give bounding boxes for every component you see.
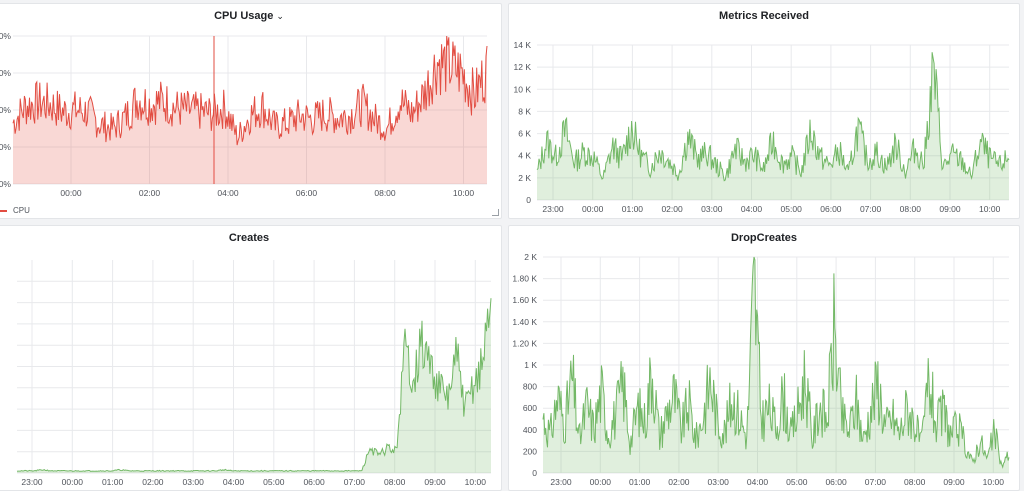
cpu-usage-panel[interactable]: CPU Usage⌄ 0% 0% 0% 0% 0% 00:00 02:00 04:00 06:0…	[0, 3, 502, 219]
x-tick-label: 23:00	[21, 477, 43, 487]
dropcreates-title: DropCreates	[730, 232, 798, 244]
x-tick-label: 09:00	[424, 477, 446, 487]
metrics-received-panel[interactable]: Metrics Received 0 2 K 4 K 6 K 8 K 10 K 12 K 14…	[508, 3, 1020, 219]
panel-title[interactable]: Metrics Received	[509, 10, 1019, 22]
dropcreates-panel[interactable]: DropCreates 0 200 400 600 800 1 K 1.20 K 1.40 K…	[508, 225, 1020, 491]
x-tick-label: 02:00	[668, 477, 690, 487]
x-tick-label: 02:00	[142, 477, 164, 487]
series-line[interactable]	[536, 52, 1010, 182]
x-tick-label: 23:00	[550, 477, 572, 487]
y-tick-label: 1.20 K	[512, 338, 537, 348]
x-tick-label: 10:00	[453, 188, 475, 198]
x-tick-label: 06:00	[820, 204, 842, 214]
x-tick-label: 23:00	[542, 204, 564, 214]
resize-handle-icon[interactable]	[492, 209, 499, 216]
y-tick-label: 600	[523, 403, 537, 413]
cpu-usage-title: CPU Usage	[214, 10, 274, 22]
x-tick-label: 06:00	[825, 477, 847, 487]
x-tick-label: 03:00	[701, 204, 723, 214]
y-tick-label: 1.40 K	[512, 317, 537, 327]
cpu-usage-chart[interactable]: 0% 0% 0% 0% 0% 00:00 02:00 04:00 06:00 08:00 10:00	[0, 4, 502, 219]
y-tick-label: 4 K	[518, 151, 531, 161]
panel-title[interactable]: DropCreates	[509, 232, 1019, 244]
x-tick-label: 06:00	[303, 477, 325, 487]
y-tick-label: 800	[523, 382, 537, 392]
x-tick-label: 08:00	[384, 477, 406, 487]
x-tick-label: 01:00	[622, 204, 644, 214]
x-tick-label: 09:00	[939, 204, 961, 214]
legend-label: CPU	[13, 206, 30, 215]
panel-title[interactable]: Creates	[0, 232, 501, 244]
x-tick-label: 00:00	[62, 477, 84, 487]
y-tick-label: 1.60 K	[512, 295, 537, 305]
creates-chart[interactable]: 23:00 00:00 01:00 02:00 03:00 04:00 05:00 06:00…	[0, 226, 502, 491]
x-tick-label: 05:00	[786, 477, 808, 487]
x-tick-label: 04:00	[741, 204, 763, 214]
x-tick-label: 04:00	[223, 477, 245, 487]
y-tick-label: 0%	[0, 179, 11, 189]
y-tick-label: 200	[523, 446, 537, 456]
chevron-down-icon[interactable]: ⌄	[276, 11, 284, 21]
x-tick-label: 07:00	[344, 477, 366, 487]
series-line[interactable]	[12, 35, 488, 146]
y-tick-label: 1.80 K	[512, 274, 537, 284]
x-tick-label: 01:00	[629, 477, 651, 487]
x-tick-label: 05:00	[781, 204, 803, 214]
creates-title: Creates	[228, 232, 270, 244]
x-tick-label: 04:00	[747, 477, 769, 487]
y-tick-label: 0%	[0, 68, 11, 78]
series-area	[17, 298, 491, 473]
x-tick-label: 03:00	[183, 477, 205, 487]
x-tick-label: 03:00	[708, 477, 730, 487]
y-tick-label: 2 K	[518, 173, 531, 183]
x-tick-label: 09:00	[943, 477, 965, 487]
x-tick-label: 00:00	[60, 188, 82, 198]
x-tick-label: 01:00	[102, 477, 124, 487]
y-tick-label: 10 K	[514, 84, 532, 94]
y-tick-label: 0%	[0, 142, 11, 152]
y-tick-label: 2 K	[524, 252, 537, 262]
x-tick-label: 04:00	[217, 188, 239, 198]
metrics-received-title: Metrics Received	[719, 10, 809, 22]
x-tick-label: 02:00	[139, 188, 161, 198]
series-area	[537, 52, 1009, 201]
y-tick-label: 0%	[0, 105, 11, 115]
x-tick-label: 10:00	[979, 204, 1001, 214]
series-line[interactable]	[542, 256, 1010, 469]
x-tick-label: 08:00	[900, 204, 922, 214]
y-tick-label: 8 K	[518, 106, 531, 116]
x-tick-label: 08:00	[904, 477, 926, 487]
creates-panel[interactable]: Creates 23:00 00:00 01:00 02:00 03:00 04:00 05…	[0, 225, 502, 491]
y-tick-label: 12 K	[514, 62, 532, 72]
x-tick-label: 02:00	[661, 204, 683, 214]
metrics-received-chart[interactable]: 0 2 K 4 K 6 K 8 K 10 K 12 K 14 K 23:00 00:00 01:00…	[509, 4, 1020, 219]
y-tick-label: 1 K	[524, 360, 537, 370]
x-tick-label: 07:00	[860, 204, 882, 214]
y-tick-label: 14 K	[514, 40, 532, 50]
x-tick-label: 07:00	[865, 477, 887, 487]
series-area	[13, 36, 487, 184]
y-tick-label: 0	[532, 468, 537, 478]
x-tick-label: 06:00	[296, 188, 318, 198]
panel-title[interactable]: CPU Usage ⌄	[0, 10, 501, 22]
x-tick-label: 00:00	[590, 477, 612, 487]
x-tick-label: 05:00	[263, 477, 285, 487]
series-line[interactable]	[16, 298, 492, 472]
x-tick-label: 00:00	[582, 204, 604, 214]
legend[interactable]: CPU	[0, 206, 30, 215]
y-tick-label: 0	[526, 195, 531, 205]
x-tick-label: 10:00	[465, 477, 487, 487]
x-tick-label: 10:00	[983, 477, 1005, 487]
x-tick-label: 08:00	[374, 188, 396, 198]
y-tick-label: 0%	[0, 31, 11, 41]
y-tick-label: 6 K	[518, 129, 531, 139]
y-tick-label: 400	[523, 425, 537, 435]
legend-swatch	[0, 209, 7, 212]
dropcreates-chart[interactable]: 0 200 400 600 800 1 K 1.20 K 1.40 K 1.60 K 1.80 K…	[509, 226, 1020, 491]
